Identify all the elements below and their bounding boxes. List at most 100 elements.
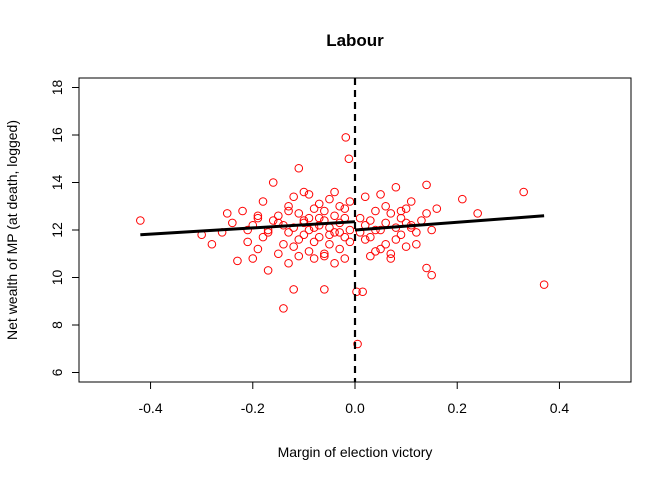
data-point xyxy=(299,230,309,240)
data-point xyxy=(304,225,314,235)
data-point xyxy=(417,216,426,225)
data-point xyxy=(268,216,278,225)
data-point xyxy=(366,251,375,261)
data-point xyxy=(358,287,367,297)
data-point xyxy=(304,190,314,199)
x-axis-title: Margin of election victory xyxy=(278,444,433,460)
data-point xyxy=(253,244,263,254)
y-tick-label: 6 xyxy=(49,368,65,376)
data-point xyxy=(314,199,324,209)
data-point xyxy=(294,251,304,261)
x-tick-label: -0.4 xyxy=(138,400,162,416)
data-point xyxy=(314,213,324,223)
data-point xyxy=(376,190,385,199)
data-point xyxy=(422,209,431,218)
data-point xyxy=(376,244,385,254)
data-point xyxy=(284,201,293,211)
data-point xyxy=(381,218,390,228)
fit-line-right xyxy=(354,214,545,232)
data-point xyxy=(406,197,416,206)
data-point xyxy=(238,206,247,216)
data-point xyxy=(279,239,288,249)
data-point xyxy=(473,209,482,218)
data-point xyxy=(243,237,252,247)
data-point xyxy=(228,218,237,228)
data-point xyxy=(309,237,319,247)
data-point xyxy=(391,235,401,244)
data-point xyxy=(258,232,268,242)
data-point xyxy=(340,204,350,213)
data-point xyxy=(341,133,351,142)
data-point xyxy=(268,178,278,187)
data-point xyxy=(391,182,401,192)
data-point xyxy=(299,218,309,228)
y-tick-label: 8 xyxy=(49,321,65,329)
y-tick-label: 12 xyxy=(49,222,65,238)
data-point xyxy=(294,209,304,218)
data-point xyxy=(366,232,375,242)
data-point xyxy=(427,270,436,280)
data-point xyxy=(263,228,273,237)
data-point xyxy=(353,339,362,349)
data-point xyxy=(274,249,283,259)
y-tick-label: 16 xyxy=(49,127,65,143)
x-tick-label: 0.2 xyxy=(447,400,467,416)
data-point xyxy=(330,211,339,221)
y-tick-label: 10 xyxy=(49,270,65,286)
data-point xyxy=(345,197,355,206)
data-point xyxy=(325,223,334,232)
data-point xyxy=(330,228,339,237)
data-point xyxy=(335,228,344,237)
x-tick-label: -0.2 xyxy=(241,400,265,416)
data-point xyxy=(289,223,298,232)
data-point xyxy=(427,225,436,235)
data-point xyxy=(320,285,329,294)
y-axis-title: Net wealth of MP (at death, logged) xyxy=(4,120,20,340)
data-point xyxy=(519,187,528,197)
data-point xyxy=(222,209,232,218)
data-point xyxy=(207,239,217,249)
data-point xyxy=(396,206,406,216)
data-point xyxy=(345,225,355,235)
data-point xyxy=(304,213,314,223)
data-point xyxy=(344,154,354,164)
data-point xyxy=(289,242,298,251)
data-point xyxy=(279,304,288,313)
data-point xyxy=(386,209,396,218)
data-point xyxy=(330,187,339,197)
data-point xyxy=(422,263,431,273)
data-point xyxy=(340,232,350,242)
data-point xyxy=(539,280,549,289)
fit-line-left xyxy=(140,220,356,237)
data-point xyxy=(294,163,304,173)
data-point xyxy=(325,230,334,240)
data-point xyxy=(253,213,263,223)
data-point xyxy=(325,239,334,249)
chart-title: Labour xyxy=(326,31,384,50)
data-point xyxy=(233,256,242,266)
data-point xyxy=(289,192,298,202)
data-point xyxy=(335,201,344,211)
data-point xyxy=(355,213,365,223)
data-point xyxy=(284,206,293,216)
data-point xyxy=(314,232,324,242)
data-point xyxy=(330,258,339,268)
data-point xyxy=(412,239,421,249)
data-point xyxy=(248,254,258,263)
data-point xyxy=(396,213,406,223)
data-point xyxy=(422,180,431,190)
data-point xyxy=(401,204,411,213)
data-point xyxy=(412,228,421,237)
data-point xyxy=(304,247,314,256)
data-point xyxy=(243,225,252,235)
data-point xyxy=(289,285,298,294)
data-point xyxy=(320,206,329,216)
data-point xyxy=(263,266,273,275)
data-point xyxy=(325,194,334,204)
data-point xyxy=(386,249,396,259)
data-point xyxy=(432,204,442,213)
data-point xyxy=(376,225,385,235)
data-point xyxy=(274,211,283,221)
data-point xyxy=(406,223,416,232)
data-point xyxy=(309,204,319,213)
